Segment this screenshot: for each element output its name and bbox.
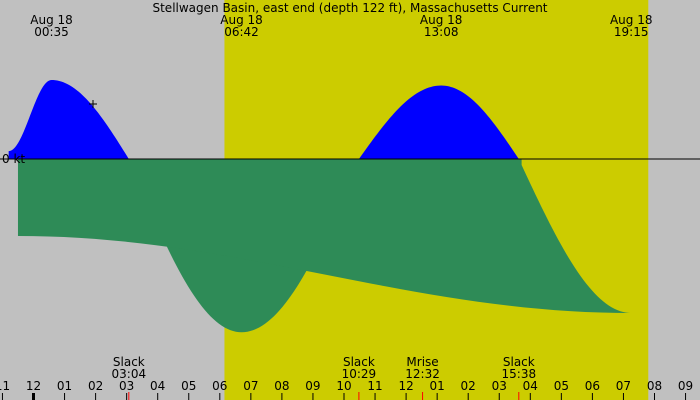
- x-tick-label-0: 11: [0, 379, 10, 393]
- x-tick-label-14: 01: [430, 379, 445, 393]
- chart-title: Stellwagen Basin, east end (depth 122 ft…: [152, 1, 547, 15]
- x-tick-label-19: 06: [585, 379, 600, 393]
- current-areas: [8, 80, 632, 333]
- header-time-2: 13:08: [424, 25, 459, 39]
- event-time-1: 10:29: [342, 367, 377, 381]
- event-name-2: Mrise: [406, 355, 438, 369]
- event-name-0: Slack: [113, 355, 145, 369]
- event-name-1: Slack: [343, 355, 375, 369]
- zero-label: 0 kt: [2, 152, 25, 166]
- x-axis-ticks: 11 12 01 02 03 04 05 06 07 08 09 10 11 12 01 02 03 04 05 06…: [0, 379, 693, 400]
- plus-mark: [89, 100, 97, 108]
- header-date-3: Aug 18: [610, 13, 653, 27]
- x-tick-label-6: 05: [181, 379, 196, 393]
- event-time-3: 15:38: [502, 367, 537, 381]
- header-date-2: Aug 18: [420, 13, 463, 27]
- header-date-0: Aug 18: [30, 13, 73, 27]
- x-tick-label-22: 09: [678, 379, 693, 393]
- x-tick-label-11: 10: [336, 379, 351, 393]
- event-time-0: 03:04: [112, 367, 147, 381]
- x-tick-label-16: 03: [492, 379, 507, 393]
- x-tick-label-4: 03: [119, 379, 134, 393]
- flood-area-0: [8, 80, 132, 159]
- header-time-3: 19:15: [614, 25, 649, 39]
- header-time-1: 06:42: [224, 25, 259, 39]
- header-date-1: Aug 18: [220, 13, 263, 27]
- x-tick-label-13: 12: [398, 379, 413, 393]
- x-tick-label-7: 06: [212, 379, 227, 393]
- x-tick-label-12: 11: [367, 379, 382, 393]
- x-tick-label-5: 04: [150, 379, 165, 393]
- header-time-0: 00:35: [34, 25, 69, 39]
- x-tick-label-3: 02: [88, 379, 103, 393]
- x-tick-label-20: 07: [616, 379, 631, 393]
- x-tick-label-21: 08: [647, 379, 662, 393]
- x-tick-label-2: 01: [57, 379, 72, 393]
- x-tick-label-17: 04: [523, 379, 538, 393]
- x-tick-label-10: 09: [305, 379, 320, 393]
- x-tick-label-15: 02: [461, 379, 476, 393]
- x-tick-label-8: 07: [243, 379, 258, 393]
- x-tick-label-1: 12: [26, 379, 41, 393]
- flood-area-2: [358, 85, 522, 159]
- x-tick-label-9: 08: [274, 379, 289, 393]
- event-name-3: Slack: [503, 355, 535, 369]
- ebb-area-3: [17, 159, 632, 313]
- x-tick-label-18: 05: [554, 379, 569, 393]
- event-time-2: 12:32: [405, 367, 440, 381]
